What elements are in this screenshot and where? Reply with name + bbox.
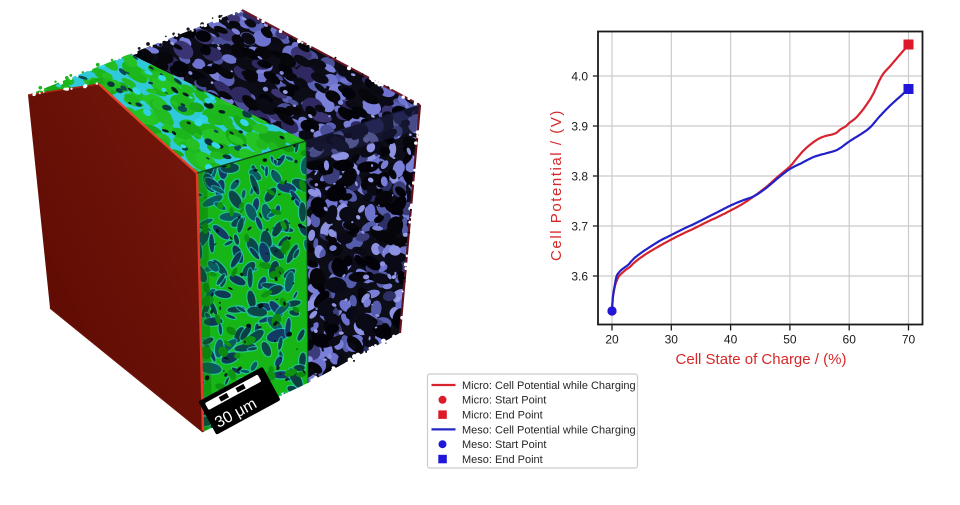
svg-text:Cell Potential / (V): Cell Potential / (V) — [548, 109, 565, 261]
svg-text:Meso: Start Point: Meso: Start Point — [462, 439, 546, 451]
svg-text:Micro: Start Point: Micro: Start Point — [462, 395, 546, 407]
svg-text:4.0: 4.0 — [571, 69, 588, 83]
svg-text:Cell State of Charge / (%): Cell State of Charge / (%) — [676, 351, 847, 368]
svg-text:Meso: End Point: Meso: End Point — [462, 454, 543, 466]
svg-text:Micro: End Point: Micro: End Point — [462, 410, 543, 422]
svg-text:Micro: Cell Potential while Ch: Micro: Cell Potential while Charging — [462, 380, 636, 392]
svg-text:Meso: Cell Potential while Cha: Meso: Cell Potential while Charging — [462, 424, 636, 436]
svg-text:40: 40 — [724, 333, 738, 347]
svg-text:3.8: 3.8 — [571, 169, 588, 183]
svg-text:70: 70 — [902, 333, 916, 347]
svg-text:3.6: 3.6 — [571, 269, 588, 283]
svg-text:30: 30 — [665, 333, 679, 347]
svg-text:3.9: 3.9 — [571, 119, 588, 133]
svg-text:60: 60 — [843, 333, 857, 347]
svg-text:50: 50 — [783, 333, 797, 347]
svg-text:3.7: 3.7 — [571, 219, 588, 233]
svg-text:20: 20 — [605, 333, 619, 347]
